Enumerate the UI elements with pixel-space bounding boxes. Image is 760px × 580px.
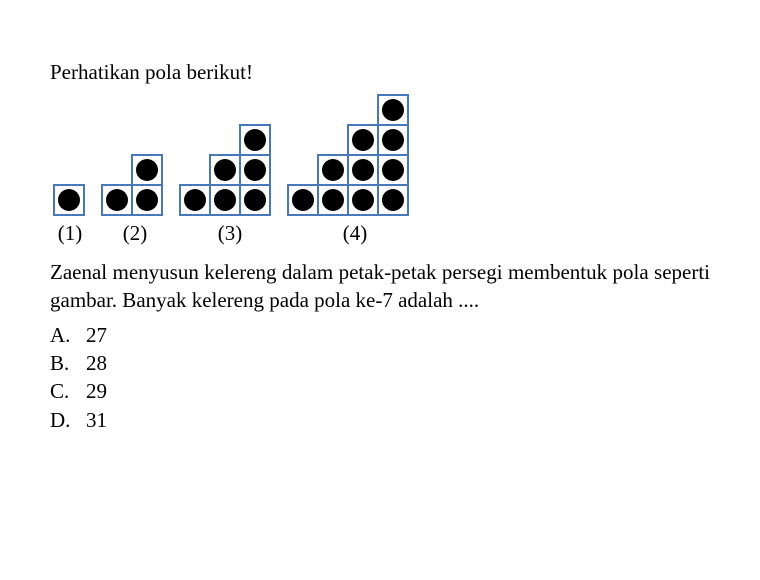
pattern-steps [54, 185, 84, 215]
pattern-cell [347, 154, 379, 186]
answer-option: A. 27 [50, 321, 710, 349]
question-text: Zaenal menyusun kelereng dalam petak-pet… [50, 258, 710, 315]
dot-icon [322, 159, 344, 181]
pattern-row [288, 125, 408, 155]
dot-icon [352, 129, 374, 151]
dot-icon [244, 129, 266, 151]
pattern [102, 155, 162, 215]
pattern-steps [180, 125, 270, 215]
option-letter: B. [50, 349, 74, 377]
pattern-row [54, 185, 84, 215]
option-text: 31 [86, 406, 107, 434]
pattern-row [288, 185, 408, 215]
dot-icon [136, 189, 158, 211]
pattern-row [102, 155, 162, 185]
dot-icon [382, 129, 404, 151]
option-text: 29 [86, 377, 107, 405]
pattern-cell [209, 184, 241, 216]
pattern [180, 125, 270, 215]
answer-option: D. 31 [50, 406, 710, 434]
dot-icon [58, 189, 80, 211]
pattern-cell [53, 184, 85, 216]
pattern-row [180, 185, 270, 215]
dot-icon [214, 159, 236, 181]
pattern-cell [317, 184, 349, 216]
pattern-cell [377, 94, 409, 126]
pattern-cell [377, 154, 409, 186]
pattern [54, 185, 84, 215]
dot-icon [322, 189, 344, 211]
pattern-cell [347, 124, 379, 156]
pattern-row [102, 185, 162, 215]
pattern-cell [179, 184, 211, 216]
pattern-cell [317, 154, 349, 186]
heading: Perhatikan pola berikut! [50, 60, 710, 85]
dot-icon [244, 189, 266, 211]
option-letter: C. [50, 377, 74, 405]
dot-icon [352, 189, 374, 211]
labels-row: (1) (2) (3) (4) [54, 221, 710, 246]
answer-option: B. 28 [50, 349, 710, 377]
pattern-cell [131, 154, 163, 186]
pattern-cell [239, 124, 271, 156]
pattern-cell [131, 184, 163, 216]
dot-icon [244, 159, 266, 181]
pattern-label: (1) [54, 221, 86, 246]
dot-icon [382, 99, 404, 121]
dot-icon [382, 189, 404, 211]
pattern-cell [101, 184, 133, 216]
pattern-cell [239, 154, 271, 186]
pattern-cell [377, 184, 409, 216]
pattern-label: (4) [294, 221, 416, 246]
pattern-label: (2) [104, 221, 166, 246]
pattern-cell [239, 184, 271, 216]
option-text: 27 [86, 321, 107, 349]
pattern-row [288, 155, 408, 185]
pattern-cell [287, 184, 319, 216]
option-letter: A. [50, 321, 74, 349]
patterns-container [54, 95, 710, 215]
answer-option: C. 29 [50, 377, 710, 405]
answer-options: A. 27 B. 28 C. 29 D. 31 [50, 321, 710, 434]
pattern [288, 95, 408, 215]
dot-icon [184, 189, 206, 211]
dot-icon [382, 159, 404, 181]
option-text: 28 [86, 349, 107, 377]
dot-icon [214, 189, 236, 211]
dot-icon [136, 159, 158, 181]
dot-icon [352, 159, 374, 181]
option-letter: D. [50, 406, 74, 434]
dot-icon [106, 189, 128, 211]
pattern-steps [102, 155, 162, 215]
pattern-label: (3) [184, 221, 276, 246]
pattern-cell [377, 124, 409, 156]
pattern-row [180, 125, 270, 155]
dot-icon [292, 189, 314, 211]
pattern-cell [347, 184, 379, 216]
pattern-row [288, 95, 408, 125]
pattern-steps [288, 95, 408, 215]
pattern-cell [209, 154, 241, 186]
pattern-row [180, 155, 270, 185]
